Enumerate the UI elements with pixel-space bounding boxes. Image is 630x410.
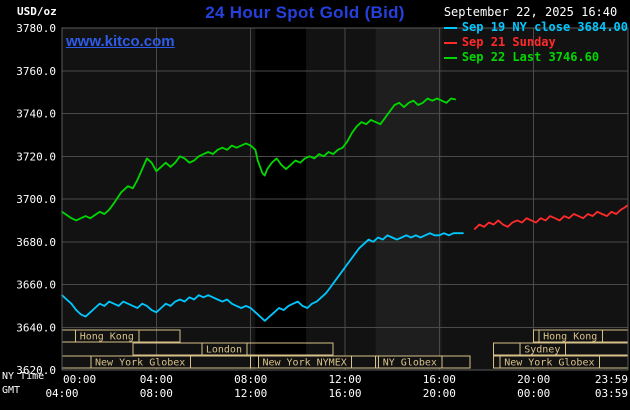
session-label-box <box>519 342 566 356</box>
session-label: New York Globex <box>504 358 594 369</box>
legend-label-sep21: Sep 21 Sunday <box>461 35 556 49</box>
x-tick-label: 04:00 <box>45 387 78 400</box>
session-label-box <box>201 342 248 356</box>
y-tick-label: 3700.0 <box>16 193 56 206</box>
x-tick-label: 04:00 <box>140 373 173 386</box>
kitco-watermark-link[interactable]: www.kitco.com <box>66 33 175 50</box>
y-tick-label: 3780.0 <box>16 22 56 35</box>
session-label: New York Globex <box>95 358 185 369</box>
price-line-sep19 <box>61 232 464 322</box>
chart-datetime: September 22, 2025 16:40 <box>443 5 618 19</box>
session-label-box <box>75 329 140 343</box>
legend-item-sep19: Sep 19 NY close 3684.00 <box>443 20 628 35</box>
session-label-box <box>90 355 191 369</box>
x-tick-label: 23:59 <box>595 373 628 386</box>
y-tick-label: 3740.0 <box>16 108 56 121</box>
y-tick-label: 3660.0 <box>16 279 56 292</box>
session-label-box <box>499 355 600 369</box>
legend-dash-green-icon <box>443 56 457 59</box>
x-tick-label: 12:00 <box>328 373 361 386</box>
legend-item-sep21: Sep 21 Sunday <box>443 35 628 50</box>
y-tick-label: 3620.0 <box>16 364 56 377</box>
session-label: NY Globex <box>383 358 437 369</box>
x-tick-label: 03:59 <box>595 387 628 400</box>
x-tick-label: 00:00 <box>517 387 550 400</box>
x-tick-label: 00:00 <box>63 373 96 386</box>
x-tick-label: 16:00 <box>328 387 361 400</box>
y-axis-units-label: USD/oz <box>17 5 57 18</box>
session-label: Hong Kong <box>80 332 134 343</box>
session-label-box <box>257 355 353 369</box>
legend-label-sep19: Sep 19 NY close 3684.00 <box>461 20 628 34</box>
price-line-sep21 <box>473 204 629 230</box>
session-label: New York NYMEX <box>262 358 346 369</box>
session-label: Hong Kong <box>543 332 597 343</box>
x-tick-label: 08:00 <box>140 387 173 400</box>
y-tick-label: 3680.0 <box>16 236 56 249</box>
price-line-sep22 <box>61 97 457 222</box>
y-tick-label: 3640.0 <box>16 321 56 334</box>
legend-dash-cyan-icon <box>443 26 457 29</box>
x-tick-label: 20:00 <box>517 373 550 386</box>
session-label-box <box>378 355 443 369</box>
ny-time-axis-row-label: NY Time <box>2 371 45 382</box>
session-label: Sydney <box>524 345 560 356</box>
legend-dash-red-icon <box>443 41 457 44</box>
x-tick-label: 20:00 <box>423 387 456 400</box>
plot-border <box>61 27 629 371</box>
x-tick-label: 08:00 <box>234 373 267 386</box>
gmt-axis-row-label: GMT <box>2 385 21 396</box>
y-tick-label: 3720.0 <box>16 150 56 163</box>
legend-label-sep22: Sep 22 Last 3746.60 <box>461 50 600 64</box>
chart-legend: September 22, 2025 16:40 Sep 19 NY close… <box>443 5 628 65</box>
session-label-box <box>538 329 603 343</box>
y-tick-label: 3760.0 <box>16 65 56 78</box>
page-title: 24 Hour Spot Gold (Bid) <box>205 3 405 22</box>
session-label: London <box>206 345 242 356</box>
x-tick-label: 12:00 <box>234 387 267 400</box>
legend-item-sep22: Sep 22 Last 3746.60 <box>443 50 628 65</box>
x-tick-label: 16:00 <box>423 373 456 386</box>
